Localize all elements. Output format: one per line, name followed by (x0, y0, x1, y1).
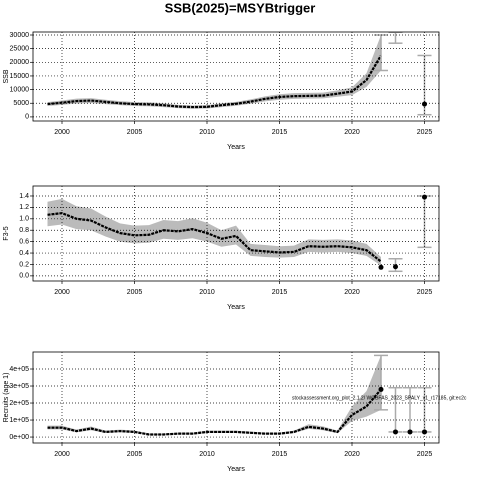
x-tick-label: 2000 (54, 289, 70, 296)
estimate-line (47, 211, 382, 263)
y-tick-label: 3e+05 (9, 383, 29, 390)
confidence-band (47, 35, 381, 109)
y-tick-label: 20000 (10, 59, 30, 66)
point (422, 429, 427, 435)
x-tick-label: 2015 (272, 289, 288, 296)
point (393, 429, 398, 435)
plot-frame (32, 31, 440, 122)
y-tick-label: 0 (25, 114, 29, 121)
point (407, 429, 413, 435)
x-tick-label: 2015 (272, 129, 288, 136)
x-tick-label: 2000 (54, 129, 70, 136)
y-tick-label: 5000 (13, 100, 29, 107)
x-tick-label: 2010 (199, 451, 215, 458)
y-tick-label: 10000 (10, 86, 30, 93)
plot (47, 194, 432, 273)
x-axis-label: Years (227, 466, 245, 473)
y-tick-label: 1.2 (19, 204, 29, 211)
x-tick-label: 2020 (344, 451, 360, 458)
y-tick-label: 25000 (10, 45, 30, 52)
y-tick-label: 2e+05 (9, 400, 29, 407)
x-tick-label: 2005 (127, 129, 143, 136)
y-tick-label: 15000 (10, 73, 30, 80)
x-tick-label: 2025 (417, 289, 433, 296)
x-tick-label: 2005 (127, 289, 143, 296)
point (393, 264, 398, 270)
plot-frame (32, 185, 440, 282)
x-axis-label: Years (227, 304, 245, 311)
y-tick-label: 0.2 (19, 261, 29, 268)
y-tick-label: 30000 (10, 32, 30, 39)
x-tick-label: 2005 (127, 451, 143, 458)
x-tick-label: 2025 (417, 451, 433, 458)
x-tick-label: 2000 (54, 451, 70, 458)
x-tick-label: 2020 (344, 129, 360, 136)
annotation: stockassessment.org_plot_2.1.2/ WGBFAS_2… (292, 395, 467, 401)
point (378, 264, 384, 270)
plot-frame (32, 351, 440, 444)
x-tick-label: 2025 (417, 129, 433, 136)
x-tick-label: 2020 (344, 289, 360, 296)
x-tick-label: 2010 (199, 289, 215, 296)
point (378, 386, 384, 392)
confidence-band (47, 198, 381, 266)
y-tick-label: 1.4 (19, 193, 29, 200)
y-tick-label: 0.0 (19, 273, 29, 280)
x-tick-label: 2010 (199, 129, 215, 136)
x-axis-label: Years (227, 144, 245, 151)
y-axis-label: F3-5 (3, 226, 10, 241)
y-tick-label: 1.0 (19, 216, 29, 223)
y-axis-label: SSB (3, 69, 10, 83)
estimate-line (47, 388, 382, 436)
x-tick-label: 2015 (272, 451, 288, 458)
y-tick-label: 0.8 (19, 227, 29, 234)
y-tick-label: 1e+05 (9, 417, 29, 424)
y-tick-label: 0.6 (19, 238, 29, 245)
chart-title: SSB(2025)=MSYBtrigger (165, 0, 316, 15)
y-axis-label: Recruits (age 1) (3, 373, 10, 423)
y-tick-label: 0.4 (19, 250, 29, 257)
y-tick-label: 4e+05 (9, 366, 29, 373)
plot (47, 32, 432, 116)
y-tick-label: 0e+00 (9, 434, 29, 441)
